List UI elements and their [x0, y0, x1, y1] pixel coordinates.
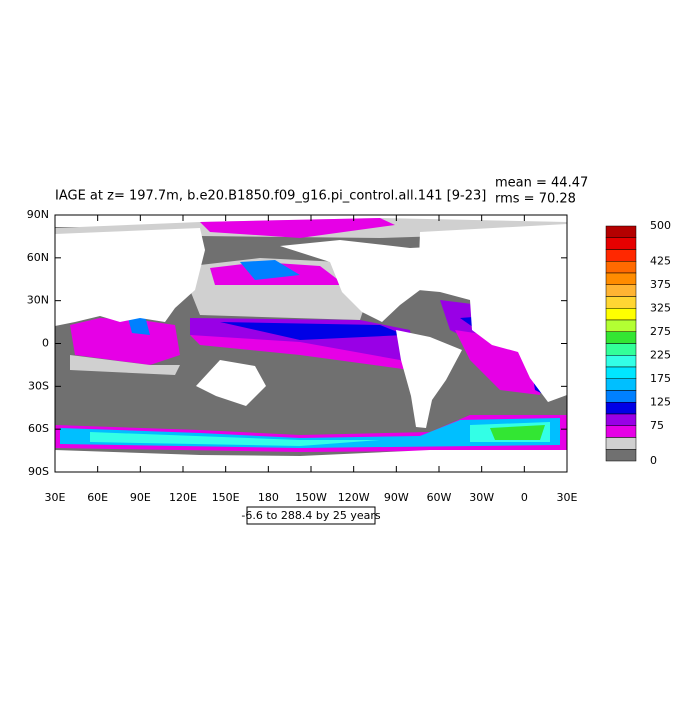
- lon-label: 180: [258, 491, 279, 504]
- colorbar-box: [605, 284, 637, 297]
- lon-label: 60E: [87, 491, 108, 504]
- lon-label: 30W: [469, 491, 494, 504]
- range-note: -6.6 to 288.4 by 25 years: [241, 509, 381, 522]
- band: [190, 318, 420, 395]
- colorbar-label: 275: [650, 325, 671, 338]
- colorbar-box: [605, 331, 637, 344]
- colorbar-box: [605, 237, 637, 250]
- colorbar-box: [605, 449, 637, 462]
- lat-label: 60N: [27, 251, 49, 264]
- lon-label: 90W: [384, 491, 409, 504]
- stat: mean = 44.47: [495, 176, 588, 191]
- lon-label: 150E: [212, 491, 240, 504]
- colorbar-box: [605, 378, 637, 391]
- colorbar-label: 175: [650, 372, 671, 385]
- axes: 90N 60N 30N 0 30S 60S 90S 30E 60E 90E 120E 150E 180 1…: [27, 208, 578, 504]
- colorbar-label: 425: [650, 254, 671, 267]
- land: [396, 330, 462, 428]
- colorbar-box: [605, 272, 637, 285]
- lat-label: 60S: [28, 422, 49, 435]
- lon-label: 30E: [557, 491, 578, 504]
- lat-label: 90S: [28, 465, 49, 478]
- colorbar-box: [605, 355, 637, 368]
- colorbar-box: [605, 437, 637, 450]
- band: [220, 322, 405, 340]
- note-box: [246, 506, 376, 525]
- colorbar-box: [605, 343, 637, 356]
- colorbar-label: 225: [650, 348, 671, 361]
- colorbar-box: [605, 249, 637, 262]
- colorbar-label: 375: [650, 278, 671, 291]
- indian: [128, 316, 150, 335]
- lat-label: 90N: [27, 208, 49, 221]
- colorbar-label: 125: [650, 395, 671, 408]
- indian: [70, 355, 180, 375]
- lon-label: 0: [521, 491, 528, 504]
- lon-label: 120E: [169, 491, 197, 504]
- colorbar-box: [605, 366, 637, 379]
- stat: rms = 70.28: [495, 192, 576, 207]
- map: [54, 214, 568, 473]
- colorbar-box: [605, 402, 637, 415]
- colorbar-box: [605, 296, 637, 309]
- southern: [90, 432, 380, 446]
- colorbar-label: 75: [650, 419, 664, 432]
- lon-label: 90E: [130, 491, 151, 504]
- land: [196, 360, 266, 406]
- colorbar-box: [605, 308, 637, 321]
- colorbar: 500 425 375 325 275 225 175 125 75 0: [605, 219, 671, 467]
- colorbar-label: 325: [650, 301, 671, 314]
- indian: [70, 318, 180, 365]
- colorbar-label: 0: [650, 454, 657, 467]
- band: [190, 335, 410, 370]
- title: IAGE at z= 197.7m, b.e20.B1850.f09_g16.p…: [55, 189, 486, 204]
- colorbar-box: [605, 425, 637, 438]
- lat-label: 0: [42, 337, 49, 350]
- land: [280, 240, 450, 322]
- lon-label: 150W: [295, 491, 327, 504]
- land: [418, 224, 567, 402]
- colorbar-box: [605, 261, 637, 274]
- lat-label: 30S: [28, 379, 49, 392]
- arctic-patch: [200, 218, 395, 238]
- colorbar-label: 500: [650, 219, 671, 232]
- colorbar-box: [605, 225, 637, 238]
- lon-label: 30E: [45, 491, 66, 504]
- colorbar-box: [605, 390, 637, 403]
- colorbar-box: [605, 319, 637, 332]
- ring: [240, 260, 300, 280]
- lat-label: 30N: [27, 294, 49, 307]
- land: [55, 228, 205, 326]
- southern: [490, 425, 545, 440]
- lon-label: 120W: [338, 491, 370, 504]
- lon-label: 60W: [427, 491, 452, 504]
- colorbar-box: [605, 413, 637, 426]
